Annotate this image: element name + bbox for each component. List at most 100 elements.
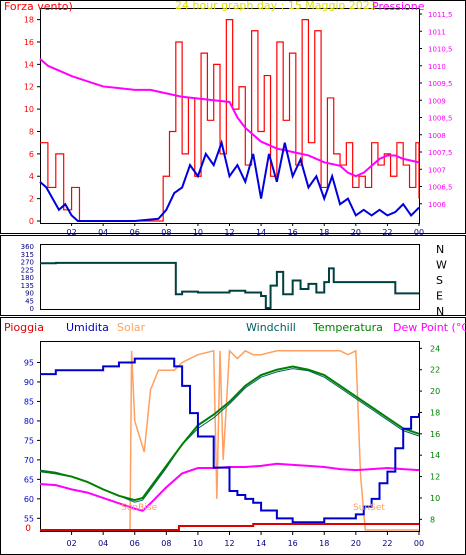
direction-y-tick-label: 360 [21,243,34,251]
wind-y-tick-label: 10 [24,105,34,114]
climate-x-tick-label: 10 [193,539,203,548]
pressure-y-ticks: 1011,5 1011 1010,5 1010 1009,5 1009 1008,5 1008… [419,11,453,209]
climate-x-tick-label: 18 [319,539,329,548]
wind-y-tick-label: 16 [24,38,34,47]
wind-x-tick-label: 08 [161,228,171,237]
pressure-line [39,58,420,178]
temperature-y-tick-label: 24 [430,344,440,353]
climate-x-tick-label: 22 [382,539,392,548]
temperature-y-tick-label: 12 [430,473,440,482]
temperature-y-tick-label: 14 [430,451,440,460]
direction-y-tick-label: 135 [21,282,34,290]
climate-x-tick-label: 02 [66,539,76,548]
wind-x-tick-label: 06 [130,228,140,237]
climate-x-tick-label: 14 [256,539,266,548]
wind-x-tick-label: 22 [382,228,392,237]
temperature-y-tick-label: 20 [430,387,440,396]
climate-header-labels: Pioggia Umidita Solar Windchill Temperatura D… [4,321,466,334]
panel-direction-frame [0,235,466,316]
climate-series [39,349,420,531]
compass-label: N [436,243,444,256]
compass-label: W [436,259,447,272]
climate-x-tick-label: 06 [130,539,140,548]
wind-y-tick-label: 8 [29,127,34,136]
header-label-5: Dew Point (°C) [393,321,466,334]
wind-x-tick-label: 10 [193,228,203,237]
wind-x-tick-label: 04 [98,228,108,237]
direction-y-tick-label: 225 [21,266,34,274]
panel-direction-plot [40,244,420,310]
wind-y-ticks: 0 2 4 6 8 10 12 14 16 18 [24,16,40,226]
temperature-y-tick-label: 18 [430,408,440,417]
rain-line [40,523,419,531]
panel-climate-frame [0,317,466,555]
header-label-0: Pioggia [4,321,44,334]
direction-y-tick-label: 90 [25,290,34,298]
climate-x-tick-label: 04 [98,539,108,548]
header-label-1: Umidita [66,321,109,334]
humidity-y-ticks: 55 60 65 70 75 80 85 90 95 [24,358,40,523]
climate-x-tick-label: 08 [161,539,171,548]
temperature-y-tick-label: 10 [430,494,440,503]
pressure-y-tick-label: 1007 [428,166,446,174]
rain-tick-zero: 0 [25,524,31,534]
chart-title: 24 hour graph day : 15 Maggio 2023 [175,0,377,12]
wind-left-label: Forza vento) [4,0,73,13]
humidity-line [40,357,420,524]
pressure-y-tick-label: 1011,5 [428,11,453,19]
sunset-annotation: SunSet [353,503,385,513]
direction-line [40,261,419,309]
wind-average-line [39,139,420,222]
wind-series [39,18,420,222]
direction-y-tick-label: 315 [21,251,34,259]
pressure-y-tick-label: 1008,5 [428,115,453,123]
pressure-y-tick-label: 1009,5 [428,80,453,88]
climate-x-tick-label: 16 [288,539,298,548]
climate-x-tick-label: 12 [224,539,234,548]
panel-climate-plot [40,341,420,532]
temperature-y-tick-label: 22 [430,366,440,375]
pressure-y-tick-label: 1008 [428,132,446,140]
climate-x-ticks: 02 04 06 08 10 12 14 16 18 20 22 00 [66,532,424,548]
temperature-y-tick-label: 8 [430,515,435,524]
header-label-3: Windchill [246,321,296,334]
wind-x-tick-label: 16 [288,228,298,237]
pressure-y-tick-label: 1006,5 [428,184,453,192]
wind-y-tick-label: 14 [24,60,34,69]
wind-x-tick-label: 20 [351,228,361,237]
direction-series [40,261,419,309]
compass-label: S [436,274,443,287]
wind-x-tick-label: 00 [414,228,424,237]
wind-y-tick-label: 6 [29,150,34,159]
humidity-y-tick-label: 65 [24,475,34,484]
pressure-y-tick-label: 1006 [428,201,446,209]
wind-y-tick-label: 2 [29,195,34,204]
wind-x-tick-label: 02 [66,228,76,237]
wind-y-tick-label: 0 [29,217,34,226]
header-label-4: Temperatura [312,321,383,334]
compass-label: E [436,290,443,303]
pressure-label: Pressione [372,0,425,13]
pressure-y-tick-label: 1010 [428,63,446,71]
wind-x-tick-label: 12 [224,228,234,237]
temperature-line [39,365,420,502]
humidity-y-tick-label: 75 [24,436,34,445]
pressure-y-tick-label: 1007,5 [428,149,453,157]
direction-y-tick-label: 0 [30,305,34,313]
humidity-y-tick-label: 55 [24,514,34,523]
wind-x-tick-label: 18 [319,228,329,237]
temperature-y-ticks: 8 10 12 14 16 18 20 22 24 [419,344,440,524]
humidity-y-tick-label: 90 [24,378,34,387]
pressure-y-tick-label: 1010,5 [428,46,453,54]
climate-x-tick-label: 00 [414,539,424,548]
temperature-y-tick-label: 16 [430,430,440,439]
wind-y-tick-label: 18 [24,16,34,25]
humidity-y-tick-label: 95 [24,358,34,367]
pressure-y-tick-label: 1009 [428,97,446,105]
humidity-y-tick-label: 85 [24,397,34,406]
direction-y-tick-label: 180 [21,274,34,282]
